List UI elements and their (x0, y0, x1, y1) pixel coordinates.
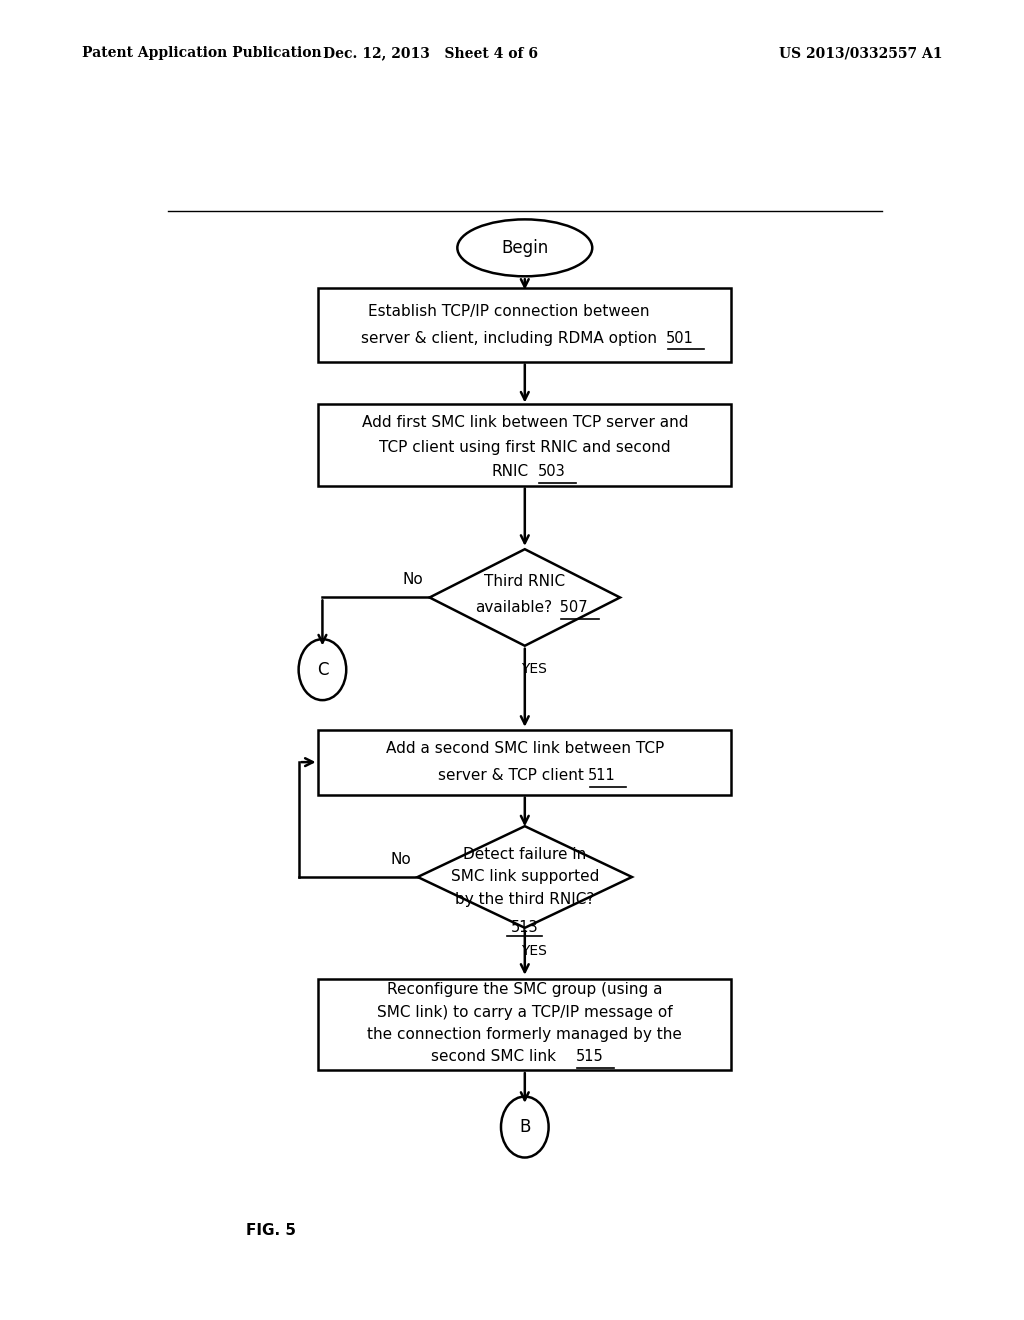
Ellipse shape (458, 219, 592, 276)
Text: Add first SMC link between TCP server and: Add first SMC link between TCP server an… (361, 416, 688, 430)
Text: 503: 503 (538, 463, 565, 479)
Text: RNIC: RNIC (492, 463, 529, 479)
Text: by the third RNIC?: by the third RNIC? (455, 892, 595, 907)
Text: 511: 511 (588, 768, 616, 783)
Text: Establish TCP/IP connection between: Establish TCP/IP connection between (369, 305, 649, 319)
Text: Patent Application Publication: Patent Application Publication (82, 46, 322, 61)
Polygon shape (418, 826, 632, 928)
Text: Add a second SMC link between TCP: Add a second SMC link between TCP (386, 742, 664, 756)
Text: TCP client using first RNIC and second: TCP client using first RNIC and second (379, 440, 671, 454)
Polygon shape (430, 549, 620, 645)
Text: 501: 501 (666, 331, 694, 346)
Text: YES: YES (521, 663, 547, 676)
Text: FIG. 5: FIG. 5 (246, 1224, 296, 1238)
Text: server & client, including RDMA option: server & client, including RDMA option (360, 331, 657, 346)
Bar (318, 289, 731, 362)
Text: Begin: Begin (501, 239, 549, 257)
Text: 507: 507 (555, 601, 588, 615)
Text: SMC link supported: SMC link supported (451, 870, 599, 884)
Text: 513: 513 (511, 920, 539, 936)
Text: Reconfigure the SMC group (using a: Reconfigure the SMC group (using a (387, 982, 663, 998)
Circle shape (501, 1097, 549, 1158)
Text: Dec. 12, 2013   Sheet 4 of 6: Dec. 12, 2013 Sheet 4 of 6 (323, 46, 538, 61)
Text: SMC link) to carry a TCP/IP message of: SMC link) to carry a TCP/IP message of (377, 1005, 673, 1019)
Text: YES: YES (521, 944, 547, 958)
Text: Detect failure in: Detect failure in (463, 847, 587, 862)
Text: the connection formerly managed by the: the connection formerly managed by the (368, 1027, 682, 1041)
Text: Third RNIC: Third RNIC (484, 574, 565, 589)
Text: second SMC link: second SMC link (430, 1049, 556, 1064)
Text: C: C (316, 660, 328, 678)
Text: No: No (402, 573, 423, 587)
Circle shape (299, 639, 346, 700)
Text: server & TCP client: server & TCP client (437, 768, 584, 783)
Text: B: B (519, 1118, 530, 1137)
Bar (318, 978, 731, 1071)
Text: No: No (390, 851, 412, 867)
Text: US 2013/0332557 A1: US 2013/0332557 A1 (778, 46, 942, 61)
Bar (318, 404, 731, 486)
Bar (318, 730, 731, 795)
Text: 515: 515 (575, 1049, 603, 1064)
Text: available?: available? (475, 601, 552, 615)
